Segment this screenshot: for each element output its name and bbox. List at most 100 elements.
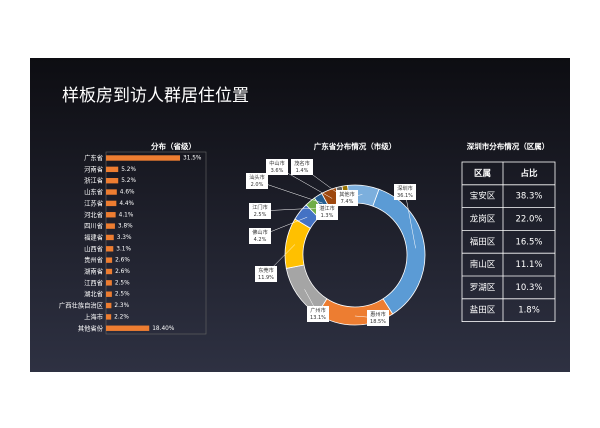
table-cell: 福田区 [470,236,496,247]
table-cell: 10.3% [515,283,542,293]
y-tick-label: 江苏省 [84,198,103,207]
bar [106,268,113,275]
bar [106,314,112,320]
callout-value: 11.9% [258,275,274,281]
callout-box [246,173,268,189]
table-cell: 22.0% [515,215,542,225]
data-label: 2.5% [115,280,130,286]
callout-value: 1.3% [321,213,334,219]
callout-name: 江门市 [252,203,268,211]
table-cell: 罗湖区 [470,283,496,293]
table-header: 占比 [520,168,538,179]
callout-box [291,159,313,175]
callout-box [249,228,271,244]
callout-name: 深圳市 [397,184,413,192]
y-tick-label: 山西省 [84,244,103,253]
table-cell: 龙岗区 [470,214,496,225]
y-tick-label: 湖北省 [84,289,103,298]
callout-box [307,306,329,322]
callout-value: 2.5% [254,212,267,218]
bar [106,189,117,195]
bar [106,257,113,263]
callout-value: 7.4% [341,199,354,205]
bar [106,291,112,297]
callout-name: 茂名市 [294,159,310,167]
callout-box [249,203,271,219]
table-cell: 1.8% [518,306,540,316]
bar [106,234,114,241]
y-tick-label: 湖南省 [84,267,103,276]
bar-chart-title: 分布（省级） [151,141,196,151]
table-cell: 盐田区 [470,305,496,316]
bar-frame [105,151,207,335]
table-header: 区属 [474,168,491,179]
y-tick-label: 山东省 [84,187,103,196]
callout-value: 3.6% [271,168,284,174]
callout-value: 36.1% [397,193,413,199]
callout-box [367,310,389,326]
callout-box [316,204,338,220]
bar [106,155,181,161]
bar [106,246,114,252]
y-tick-label: 上海市 [84,312,103,321]
data-label: 2.5% [115,292,130,298]
callout-box [394,184,416,200]
leader-line [404,191,416,249]
data-label: 2.2% [114,314,129,320]
donut-chart-title: 广东省分布情况（市级） [314,141,397,151]
bar [106,280,112,286]
table-cell: 11.1% [515,260,542,270]
callout-name: 其他市 [339,190,355,198]
y-tick-label: 四川省 [84,221,103,230]
callout-name: 广州市 [310,306,326,314]
slide-title: 样板房到访人群居住位置 [62,86,249,106]
bar [106,223,115,229]
callout-value: 1.4% [296,168,309,174]
data-label: 3.8% [118,224,133,230]
y-tick-label: 河南省 [84,164,103,173]
data-label: 3.1% [116,246,131,252]
callout-value: 18.5% [370,319,386,325]
callout-name: 汕头市 [249,173,265,181]
table-cell: 16.5% [515,237,542,247]
callout-value: 2.0% [251,182,264,188]
data-label: 5.2% [121,167,136,173]
data-label: 4.6% [120,190,135,196]
bar [106,302,112,309]
table-title: 深圳市分布情况（区属） [467,141,550,151]
data-label: 2.6% [115,269,130,275]
table-cell: 38.3% [515,192,542,202]
data-label: 31.5% [183,156,202,162]
bar [106,178,119,184]
table-cell: 宝安区 [470,191,496,202]
data-label: 18.40% [152,326,175,332]
callout-name: 佛山市 [252,228,268,236]
callout-name: 惠州市 [370,310,386,318]
y-tick-label: 其他省份 [78,323,104,332]
y-tick-label: 贵州省 [84,255,103,264]
callout-box [336,190,358,206]
bar [106,325,150,331]
data-label: 3.3% [117,235,132,241]
y-tick-label: 浙江省 [84,176,103,185]
callout-value: 13.1% [310,315,326,321]
y-tick-label: 福建省 [84,232,103,241]
y-tick-label: 广东省 [84,153,103,162]
y-tick-label: 河北省 [84,210,103,219]
data-label: 2.3% [114,303,129,309]
y-tick-label: 江西省 [84,278,103,287]
callout-name: 湛江市 [319,204,335,212]
table-cell: 南山区 [470,259,496,270]
callout-name: 东莞市 [258,266,274,274]
bar [106,200,117,207]
y-tick-label: 广西壮族自治区 [59,301,103,310]
callout-box [255,266,277,282]
data-label: 4.4% [119,201,134,207]
bar [106,212,116,218]
data-label: 2.6% [115,258,130,264]
callout-box [266,159,288,175]
bar [106,166,119,173]
callout-value: 4.2% [254,237,267,243]
